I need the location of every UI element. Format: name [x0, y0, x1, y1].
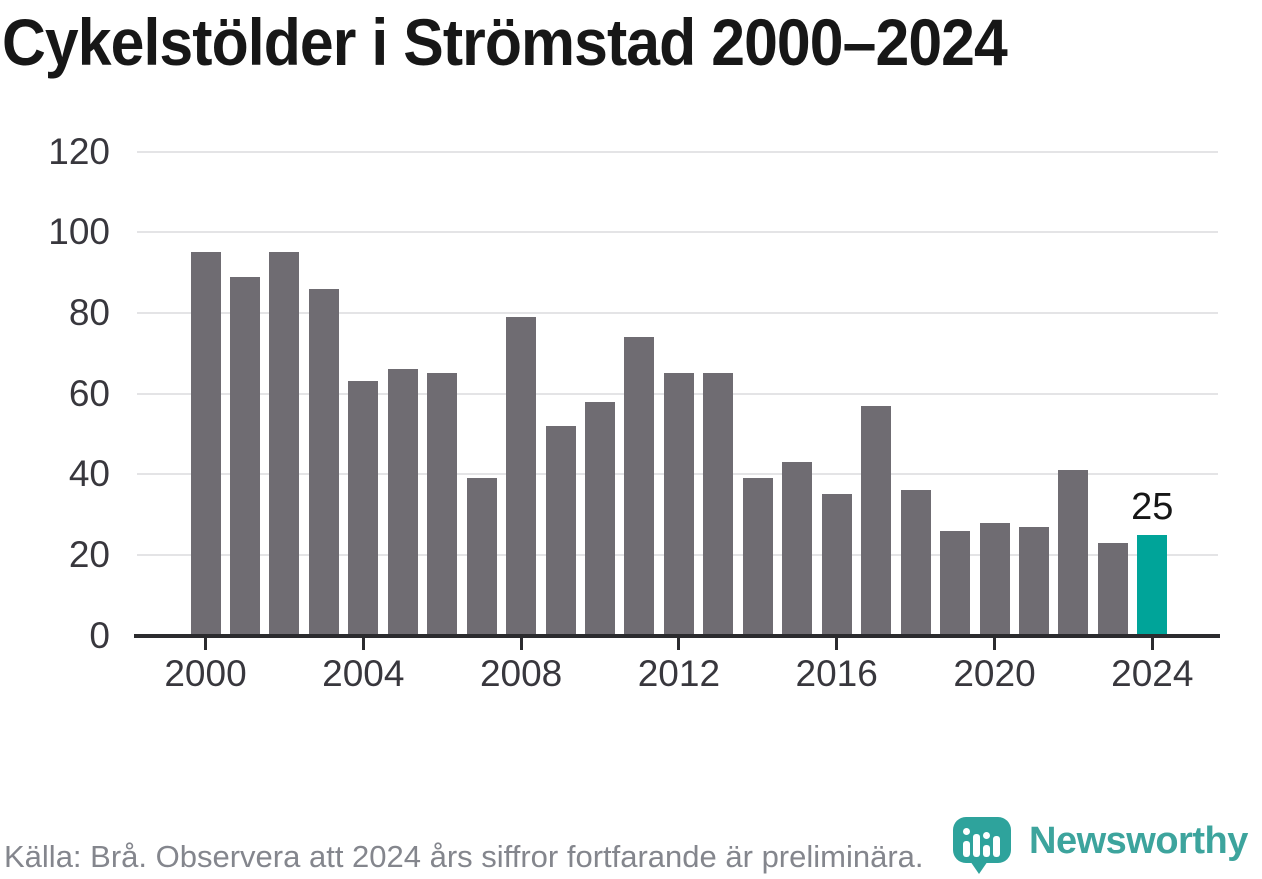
bar-2012: [663, 373, 694, 636]
x-tick-2024: [1150, 636, 1154, 650]
x-tick-2016: [835, 636, 839, 650]
newsworthy-logo-tail: [968, 858, 990, 874]
bar-2023: [1097, 542, 1128, 636]
logo-minibar-3: [983, 845, 990, 857]
newsworthy-logo-text: Newsworthy: [1029, 820, 1248, 862]
logo-dot-2: [963, 828, 970, 835]
bar-2001: [229, 276, 260, 636]
y-tick-label-20: 20: [68, 533, 110, 575]
bar-2020: [979, 522, 1010, 636]
bar-2015: [782, 462, 813, 636]
source-note: Källa: Brå. Observera att 2024 års siffr…: [4, 839, 924, 874]
bar-2000: [190, 252, 221, 636]
x-tick-label-2004: 2004: [322, 653, 405, 694]
bar-2005: [387, 369, 418, 636]
logo-minibar-4: [993, 836, 1000, 857]
logo-minibar-1: [963, 841, 970, 857]
x-tick-2004: [361, 636, 365, 650]
y-tick-label-40: 40: [68, 453, 110, 495]
y-tick-label-0: 0: [89, 614, 110, 656]
y-tick-label-60: 60: [68, 372, 110, 414]
x-tick-label-2000: 2000: [164, 653, 247, 694]
bar-2009: [545, 425, 576, 636]
bar-2021: [1018, 526, 1049, 636]
bar-2002: [269, 252, 300, 636]
x-tick-label-2020: 2020: [953, 653, 1036, 694]
y-tick-label-80: 80: [68, 291, 110, 333]
bar-2010: [585, 401, 615, 636]
newsworthy-logo-icon: [953, 817, 1011, 863]
bar-2019: [940, 530, 971, 636]
bar-2011: [624, 337, 655, 636]
x-tick-label-2024: 2024: [1111, 653, 1194, 694]
x-tick-2008: [519, 636, 523, 650]
bar-2017: [861, 405, 892, 636]
chart-title: Cykelstölder i Strömstad 2000–2024: [2, 5, 1008, 79]
bar-2024: [1137, 534, 1168, 636]
bar-2013: [703, 373, 734, 636]
y-tick-label-120: 120: [48, 130, 110, 172]
x-tick-label-2008: 2008: [479, 653, 563, 694]
bar-2008: [506, 316, 537, 636]
bar-2004: [348, 381, 379, 636]
logo-dot-1: [983, 832, 990, 839]
bar-2018: [900, 490, 931, 636]
bar-2014: [742, 478, 773, 636]
gridline-80: [137, 311, 1218, 314]
bar-2022: [1058, 470, 1089, 636]
x-tick-2000: [204, 636, 207, 650]
bar-2006: [427, 373, 458, 636]
bar-value-label: 25: [1131, 485, 1174, 528]
gridline-100: [137, 231, 1218, 234]
x-tick-label-2016: 2016: [795, 653, 878, 694]
gridline-120: [137, 150, 1218, 153]
bar-2003: [308, 288, 339, 636]
logo-minibar-2: [973, 834, 980, 857]
x-tick-2020: [993, 636, 996, 650]
bar-2007: [466, 478, 497, 636]
x-tick-2012: [677, 636, 681, 650]
x-axis-line: [134, 633, 1220, 638]
bar-2016: [821, 494, 852, 636]
x-tick-label-2012: 2012: [637, 653, 721, 694]
y-tick-label-100: 100: [48, 211, 110, 253]
